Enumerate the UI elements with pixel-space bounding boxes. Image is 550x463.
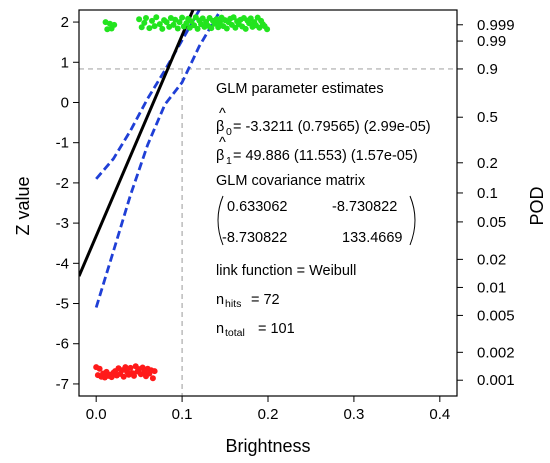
n-total-symbol: n [216,321,224,337]
pod-tick-label: 0.05 [477,214,506,231]
cov-matrix-cell: -8.730822 [332,199,397,215]
cov-matrix-title: GLM covariance matrix [216,173,366,189]
hits-point [264,26,271,33]
matrix-left-paren [217,195,224,246]
cov-matrix-cell: 133.4669 [342,230,402,246]
beta1-hat: ^ [219,135,226,151]
hits-point [141,19,148,26]
n-total-value: = 101 [258,321,295,337]
hits-point [159,25,166,32]
x-axis-ticks: 0.0 0.1 0.2 0.3 0.4 [86,396,450,423]
y-tick-label: 0 [61,94,69,111]
beta0-hat: ^ [219,106,226,122]
y-axis-ticks: 2 1 0 -1 -2 -3 -4 -5 -6 -7 [56,14,79,393]
confidence-band-upper [95,10,201,180]
misses-point [120,373,127,380]
n-total-subscript: total [225,327,245,339]
matrix-right-paren [409,195,416,246]
x-tick-label: 0.4 [429,406,450,423]
hits-point [194,25,201,32]
hits-point [170,21,177,28]
n-hits-subscript: hits [225,298,241,310]
beta1-symbol: β [216,148,224,164]
hits-point [179,14,186,21]
pod-tick-label: 0.005 [477,307,515,324]
y-axis-title: Z value [13,176,33,235]
beta1-subscript: 1 [226,155,232,167]
y-tick-label: 1 [61,54,69,71]
misses-point [139,364,146,371]
beta0-subscript: 0 [226,126,232,138]
hits-point [146,25,153,32]
hits-point [242,25,249,32]
misses-point [131,372,137,379]
pod-tick-label: 0.001 [477,372,515,389]
y-tick-label: -5 [56,296,69,313]
y-tick-label: 2 [61,14,69,31]
pod-tick-label: 0.5 [477,109,498,126]
misses-point [151,368,158,375]
pod-tick-label: 0.02 [477,251,506,268]
pod-axis-title: POD [527,186,547,225]
misses-point [122,364,129,371]
misses-point [127,364,134,371]
misses-point [96,365,103,372]
pod-tick-label: 0.9 [477,61,498,78]
x-tick-label: 0.2 [258,406,279,423]
pod-tick-label: 0.01 [477,279,506,296]
n-hits-symbol: n [216,292,224,308]
beta0-symbol: β [216,119,224,135]
cov-matrix-cell: 0.633062 [227,199,287,215]
hits-point [183,20,190,27]
beta0-value: = -3.3211 (0.79565) (2.99e-05) [233,119,431,135]
pod-reference-lines [79,68,457,396]
data-points [93,14,271,382]
pod-tick-label: 0.99 [477,33,506,50]
confidence-band [94,10,222,308]
glm-annotation: GLM parameter estimates ^ β 0 = -3.3211 … [216,81,431,339]
x-axis-title: Brightness [225,436,310,456]
hits-point [153,14,160,21]
glm-fit-line [79,10,195,277]
link-function-label: link function = Weibull [216,263,356,279]
x-tick-label: 0.3 [343,406,364,423]
hits-point [149,17,155,24]
hits-point [138,24,145,31]
misses-point [149,375,156,382]
x-tick-label: 0.1 [172,406,193,423]
hits-point [111,21,118,28]
hits-point [230,14,237,21]
y-tick-label: -1 [56,135,69,152]
y-tick-label: -6 [56,336,69,353]
pod-tick-label: 0.2 [477,155,498,172]
glm-estimates-title: GLM parameter estimates [216,81,384,97]
beta1-value: = 49.886 (11.553) (1.57e-05) [233,148,418,164]
pod-tick-label: 0.1 [477,185,498,202]
pod-tick-label: 0.999 [477,17,515,34]
confidence-band-lower [94,10,222,308]
hits-point [223,25,230,32]
hits-point [156,21,163,28]
hits-point [151,23,158,30]
cov-matrix-cell: -8.730822 [222,230,287,246]
fit-line [79,10,195,277]
hits-point [174,25,181,32]
pod-tick-label: 0.002 [477,344,515,361]
hits-point [208,25,215,32]
hits-point [136,16,143,23]
hits-point [163,19,170,26]
n-hits-value: = 72 [251,292,280,308]
hits-point [143,15,149,21]
y-tick-label: -7 [56,376,69,393]
y-tick-label: -4 [56,255,69,272]
y-tick-label: -3 [56,215,69,232]
hits-point [176,19,183,26]
y-tick-label: -2 [56,175,69,192]
x-tick-label: 0.0 [86,406,107,423]
hits-point [215,24,222,31]
